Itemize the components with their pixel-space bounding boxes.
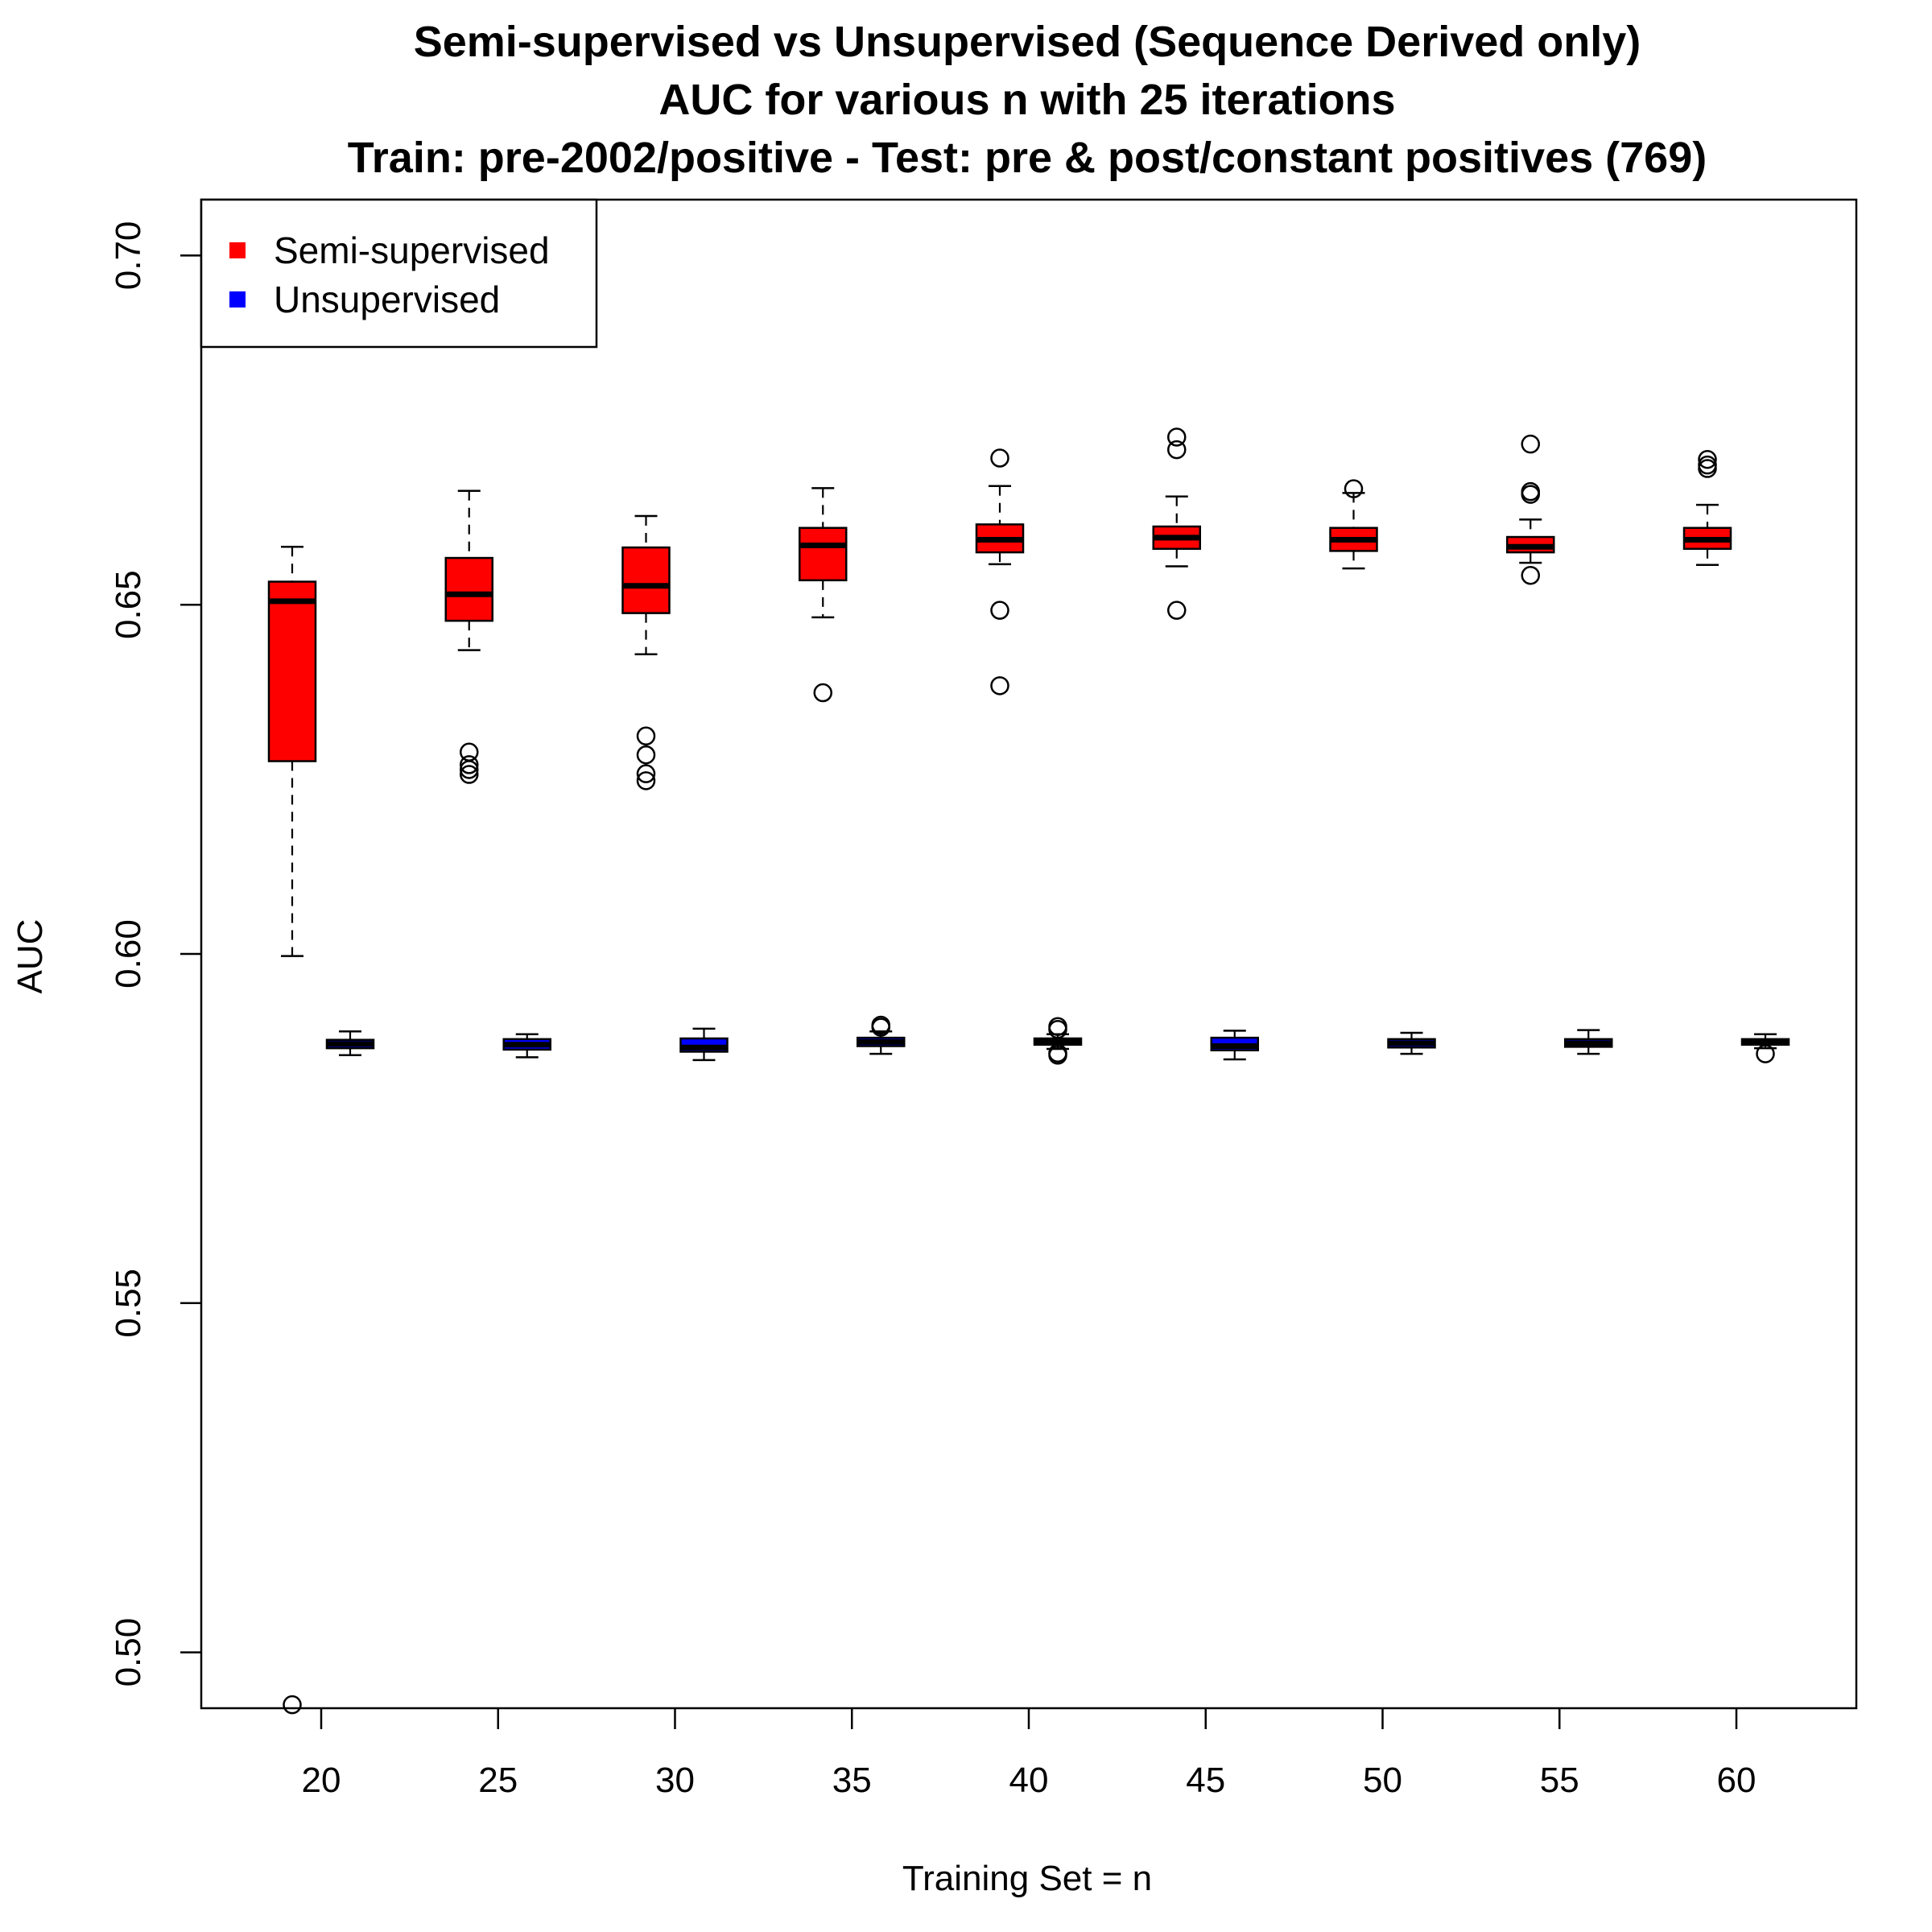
outlier-point (813, 683, 832, 703)
outlier-point (1521, 566, 1540, 585)
box-body (444, 556, 493, 622)
outlier-point (871, 1018, 890, 1037)
y-tick-label: 0.70 (109, 221, 148, 291)
axes: 0.50 0.55 0.60 0.65 0.70 20 25 30 35 40 45 50 55 60 (109, 221, 1756, 1800)
legend-label-unsupervised: Unsupervised (274, 279, 500, 320)
outlier-point (1344, 479, 1364, 498)
x-tick-label: 30 (655, 1761, 695, 1800)
x-tick-label: 35 (832, 1761, 872, 1800)
box-unsupervised-45 (1210, 1030, 1259, 1061)
box-semi-supervised-45 (1152, 427, 1201, 620)
x-tick-label: 60 (1717, 1761, 1757, 1800)
x-axis-label: Training Set = n (902, 1859, 1152, 1898)
box-series (267, 427, 1790, 1715)
legend-label-semi-supervised: Semi-supervised (274, 229, 550, 271)
outlier-point (460, 755, 479, 774)
outlier-point (1521, 485, 1540, 504)
outlier-point (460, 765, 479, 784)
box-semi-supervised-50 (1329, 479, 1378, 570)
box-semi-supervised-25 (444, 489, 493, 784)
x-tick-label: 55 (1540, 1761, 1579, 1800)
outlier-point (1048, 1019, 1067, 1039)
chart-title-line-3: Train: pre-2002/positive - Test: pre & p… (348, 134, 1707, 182)
box-semi-supervised-60 (1682, 449, 1732, 567)
box-unsupervised-35 (857, 1015, 906, 1055)
box-body (267, 580, 317, 762)
outlier-point (636, 771, 656, 791)
outlier-point (1167, 601, 1187, 620)
y-tick-label: 0.65 (109, 570, 148, 639)
legend-swatch-semi-supervised (229, 242, 246, 258)
box-unsupervised-20 (325, 1030, 375, 1057)
outlier-point (636, 726, 656, 746)
outlier-point (1521, 434, 1540, 454)
chart-title-line-1: Semi-supervised vs Unsupervised (Sequenc… (414, 18, 1641, 66)
box-body (621, 546, 671, 614)
outlier-point (1167, 440, 1187, 460)
x-tick-label: 45 (1186, 1761, 1225, 1800)
outlier-point (283, 1695, 302, 1715)
legend: Semi-supervised Unsupervised (200, 198, 598, 349)
outlier-point (460, 760, 479, 779)
outlier-point (1698, 459, 1717, 478)
box-unsupervised-60 (1740, 1033, 1790, 1063)
box-unsupervised-30 (679, 1027, 729, 1062)
box-semi-supervised-55 (1506, 434, 1555, 585)
box-semi-supervised-40 (975, 448, 1025, 696)
box-unsupervised-50 (1387, 1031, 1436, 1055)
legend-box (200, 198, 598, 349)
outlier-point (990, 601, 1009, 620)
x-tick-label: 25 (478, 1761, 518, 1800)
box-body (799, 526, 848, 582)
outlier-point (636, 745, 656, 765)
outlier-point (636, 764, 656, 783)
y-tick-label: 0.60 (109, 919, 148, 989)
outlier-point (1756, 1044, 1775, 1063)
y-tick-label: 0.50 (109, 1618, 148, 1687)
outlier-point (1698, 449, 1717, 469)
outlier-point (1048, 1046, 1067, 1065)
x-tick-label: 40 (1009, 1761, 1049, 1800)
y-tick-label: 0.55 (109, 1269, 148, 1338)
box-unsupervised-40 (1033, 1017, 1083, 1065)
outlier-point (990, 448, 1009, 468)
legend-swatch-unsupervised (229, 291, 246, 308)
chart-title: Semi-supervised vs Unsupervised (Sequenc… (348, 18, 1707, 182)
x-tick-label: 20 (302, 1761, 341, 1800)
box-semi-supervised-30 (621, 514, 671, 791)
outlier-point (1167, 427, 1187, 447)
x-tick-label: 50 (1363, 1761, 1402, 1800)
box-semi-supervised-35 (799, 487, 848, 703)
plot-frame (200, 198, 1858, 1710)
box-unsupervised-25 (502, 1033, 551, 1059)
chart-title-line-2: AUC for various n with 25 iterations (658, 76, 1395, 124)
box-unsupervised-55 (1564, 1029, 1613, 1055)
outlier-point (990, 676, 1009, 696)
y-axis-label: AUC (10, 919, 50, 994)
box-semi-supervised-20 (267, 545, 317, 1715)
